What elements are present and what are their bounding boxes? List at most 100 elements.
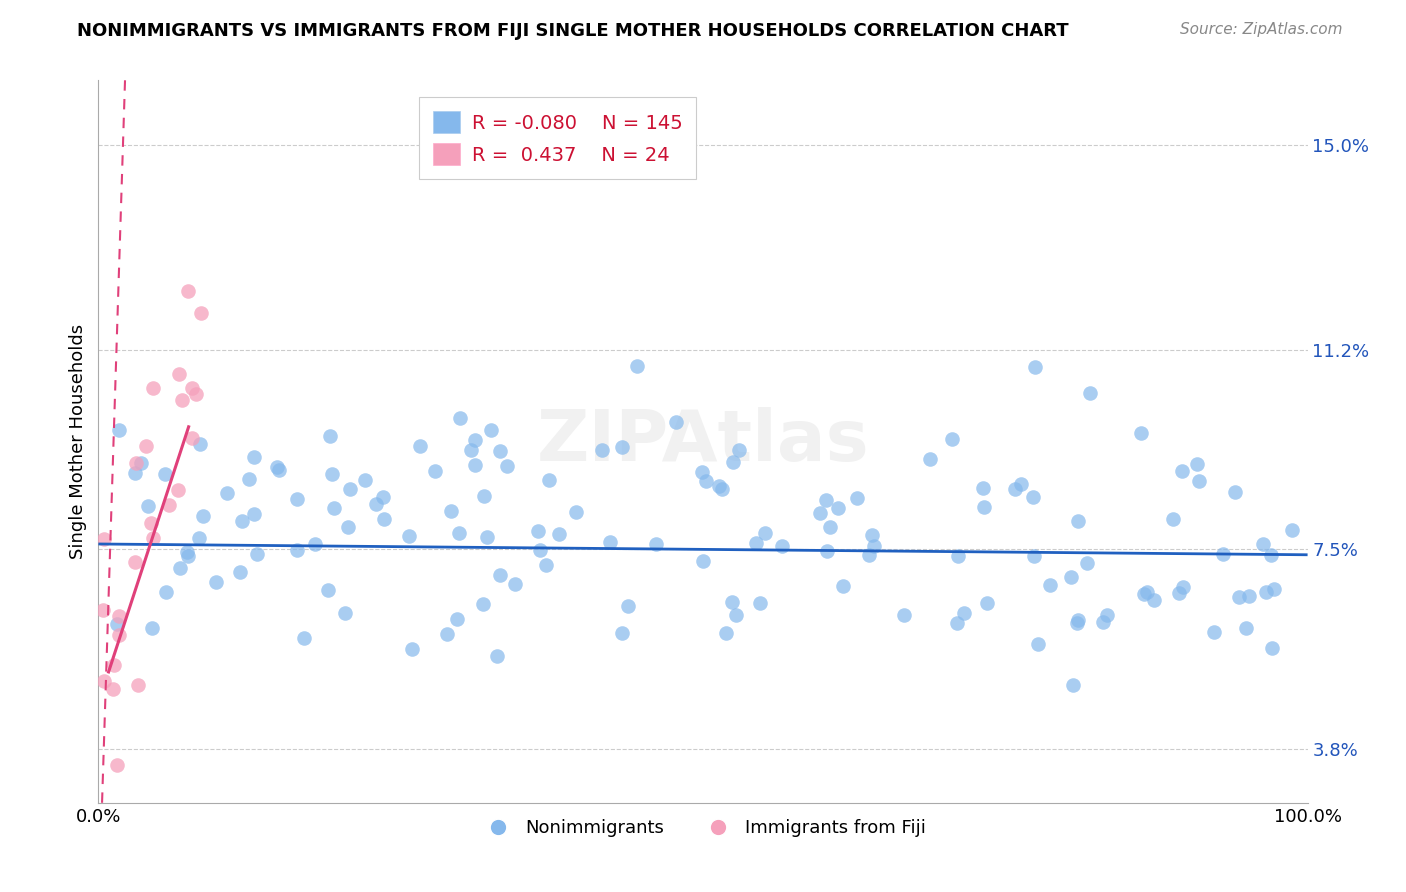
Point [167,483,190,497]
Point [337,520,360,534]
Point [503,577,526,591]
Point [449,411,471,425]
Point [486,649,509,664]
Point [827,500,849,515]
Point [534,558,557,572]
Point [304,537,326,551]
Point [815,492,838,507]
Point [440,504,463,518]
Point [292,631,315,645]
Point [858,549,880,563]
Point [976,596,998,610]
Point [727,443,749,458]
Point [108,628,131,642]
Point [1078,386,1101,401]
Point [1062,678,1084,692]
Point [1263,582,1285,597]
Point [1091,615,1114,629]
Point [228,566,250,580]
Point [610,625,633,640]
Point [333,606,356,620]
Point [862,539,884,553]
Point [599,535,621,549]
Point [127,678,149,692]
Point [246,547,269,561]
Point [124,456,146,470]
Point [1066,615,1088,630]
Point [180,380,202,394]
Point [529,542,551,557]
Point [1223,485,1246,500]
Point [626,359,648,374]
Point [321,467,343,481]
Point [946,549,969,564]
Point [1004,482,1026,496]
Point [464,433,486,447]
Point [107,608,129,623]
Point [845,491,868,505]
Point [1161,512,1184,526]
Point [832,579,855,593]
Point [972,481,994,495]
Point [1260,548,1282,562]
Point [690,465,713,479]
Point [155,584,177,599]
Point [124,466,146,480]
Legend: Nonimmigrants, Immigrants from Fiji: Nonimmigrants, Immigrants from Fiji [472,812,934,845]
Point [1173,580,1195,594]
Point [472,489,495,503]
Point [238,472,260,486]
Point [1227,590,1250,604]
Point [242,508,264,522]
Point [266,459,288,474]
Text: Source: ZipAtlas.com: Source: ZipAtlas.com [1180,22,1343,37]
Point [1010,477,1032,491]
Text: NONIMMIGRANTS VS IMMIGRANTS FROM FIJI SINGLE MOTHER HOUSEHOLDS CORRELATION CHART: NONIMMIGRANTS VS IMMIGRANTS FROM FIJI SI… [77,22,1069,40]
Text: ZIPAtlas: ZIPAtlas [537,407,869,476]
Point [181,431,204,445]
Point [709,479,731,493]
Point [449,525,471,540]
Point [526,524,548,538]
Point [860,527,883,541]
Point [135,439,157,453]
Point [818,520,841,534]
Point [591,442,613,457]
Point [177,549,200,563]
Point [409,438,432,452]
Point [721,455,744,469]
Point [754,526,776,541]
Point [339,482,361,496]
Point [945,616,967,631]
Point [157,498,180,512]
Point [353,474,375,488]
Point [893,607,915,622]
Point [398,529,420,543]
Point [1185,457,1208,471]
Point [1188,474,1211,488]
Point [1024,359,1046,374]
Point [612,440,634,454]
Point [616,599,638,613]
Point [93,532,115,546]
Point [184,386,207,401]
Point [217,485,239,500]
Point [1028,637,1050,651]
Point [169,561,191,575]
Point [479,423,502,437]
Point [1095,608,1118,623]
Point [565,505,588,519]
Point [142,532,165,546]
Point [941,432,963,446]
Point [495,459,517,474]
Point [93,674,115,689]
Point [1143,593,1166,607]
Point [93,603,115,617]
Point [231,514,253,528]
Point [136,499,159,513]
Point [953,606,976,620]
Point [170,392,193,407]
Point [139,516,162,531]
Point [918,452,941,467]
Point [243,450,266,465]
